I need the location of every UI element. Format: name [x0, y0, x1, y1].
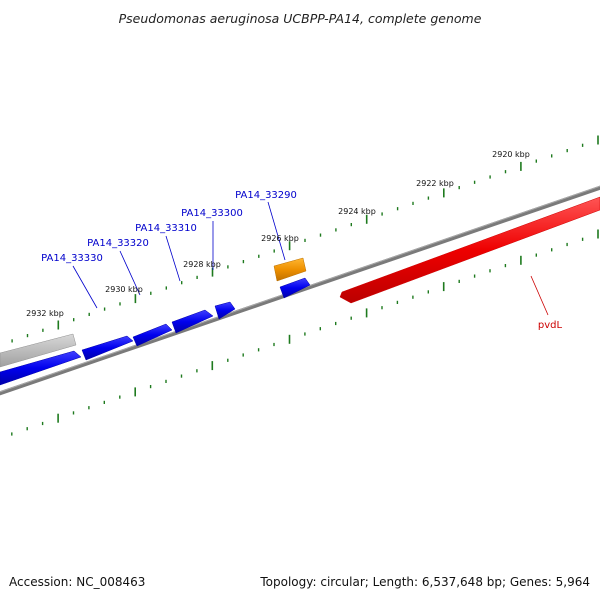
- scale-label-2932: 2932 kbp: [26, 309, 64, 318]
- gene-pa14-33330[interactable]: [81, 335, 134, 361]
- gene-label-pa14-33300: PA14_33300: [181, 208, 243, 219]
- scale-label-2930: 2930 kbp: [105, 285, 143, 294]
- scale-label-2928: 2928 kbp: [183, 260, 221, 269]
- accession-text: Accession: NC_008463: [9, 575, 145, 589]
- gene-label-pa14-33330: PA14_33330: [41, 253, 103, 264]
- leader-line-pa14-33290: [267, 201, 286, 261]
- leader-line-pa14-33310: [165, 235, 181, 282]
- genome-backbone: [0, 185, 600, 396]
- gene-pa14-33310[interactable]: [171, 309, 214, 334]
- gene-left-grey[interactable]: [0, 333, 77, 368]
- gene-pa14-33290[interactable]: [279, 277, 311, 299]
- gene-label-pa14-33320: PA14_33320: [87, 238, 149, 249]
- topology-text: Topology: circular; Length: 6,537,648 bp…: [259, 575, 590, 589]
- gene-pa14-33290-highlight[interactable]: [273, 257, 307, 282]
- gene-pvdl[interactable]: [339, 196, 600, 304]
- leader-line-pa14-33320: [119, 250, 141, 296]
- scale-label-2926: 2926 kbp: [261, 234, 299, 243]
- gene-pa14-33300[interactable]: [214, 301, 236, 320]
- upper-scale-ticks: [11, 135, 599, 343]
- gene-pa14-33320[interactable]: [132, 323, 173, 347]
- scale-label-2920: 2920 kbp: [492, 150, 530, 159]
- leader-line-pvdl: [530, 275, 549, 316]
- gene-left-blue[interactable]: [0, 350, 82, 386]
- scale-label-2922: 2922 kbp: [416, 179, 454, 188]
- scale-label-2924: 2924 kbp: [338, 207, 376, 216]
- gene-label-pvdl: pvdL: [538, 320, 563, 331]
- leader-line-pa14-33330: [72, 265, 98, 309]
- map-title: Pseudomonas aeruginosa UCBPP-PA14, compl…: [119, 11, 482, 26]
- gene-label-pa14-33310: PA14_33310: [135, 223, 197, 234]
- lower-scale-ticks: [11, 229, 599, 436]
- gene-label-pa14-33290: PA14_33290: [235, 190, 297, 201]
